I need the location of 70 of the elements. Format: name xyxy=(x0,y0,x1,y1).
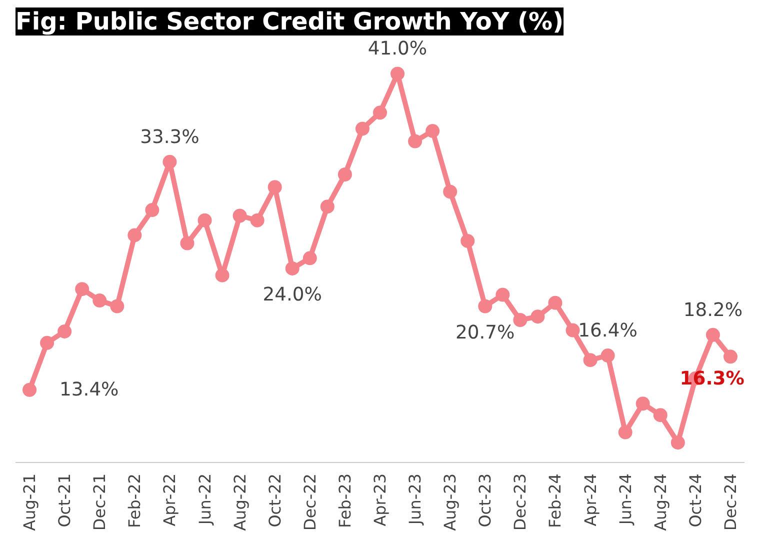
point xyxy=(600,348,615,362)
point xyxy=(40,336,54,350)
point xyxy=(478,299,492,314)
point xyxy=(250,213,264,228)
point xyxy=(22,382,37,397)
data-label: 16.4% xyxy=(578,320,638,342)
point xyxy=(530,310,545,324)
x-tick-label: Jun-24 xyxy=(616,473,635,526)
data-label: 24.0% xyxy=(262,284,322,306)
data-label: 20.7% xyxy=(456,322,515,344)
point xyxy=(706,328,720,342)
point xyxy=(653,408,668,422)
point xyxy=(496,288,510,302)
point xyxy=(180,236,194,250)
x-tick-label: Feb-23 xyxy=(335,473,354,528)
point xyxy=(618,425,632,440)
x-tick-label: Dec-24 xyxy=(720,474,740,531)
x-tick-label: Aug-24 xyxy=(650,474,670,531)
x-tick-label: Feb-22 xyxy=(125,473,144,528)
data-label: 16.3% xyxy=(680,368,745,390)
point xyxy=(58,324,72,338)
point xyxy=(338,168,352,182)
point xyxy=(285,261,300,276)
data-label: 41.0% xyxy=(368,38,428,60)
point xyxy=(128,228,142,242)
point xyxy=(426,124,440,138)
point xyxy=(408,134,422,148)
data-label: 13.4% xyxy=(60,379,119,400)
point xyxy=(162,154,177,169)
point xyxy=(92,294,107,308)
x-tick-label: Apr-23 xyxy=(370,473,390,526)
point xyxy=(75,282,90,296)
x-tick-label: Aug-22 xyxy=(230,474,250,531)
point xyxy=(723,350,738,364)
point xyxy=(460,234,475,248)
point xyxy=(513,313,528,327)
point xyxy=(636,396,650,411)
point xyxy=(302,251,317,266)
point xyxy=(373,106,387,120)
point xyxy=(232,208,247,223)
x-tick-label: Aug-23 xyxy=(440,474,460,531)
data-label: 33.3% xyxy=(140,126,200,148)
x-tick-label: Dec-23 xyxy=(510,474,530,531)
x-tick-label: Apr-24 xyxy=(580,473,600,526)
x-tick-label: Jun-22 xyxy=(195,473,214,526)
x-tick-label: Dec-21 xyxy=(90,474,110,531)
x-tick-label: Oct-22 xyxy=(265,474,284,528)
point xyxy=(110,299,124,314)
point xyxy=(355,122,370,136)
point xyxy=(670,436,685,450)
point xyxy=(268,180,282,194)
point xyxy=(390,66,405,81)
x-tick-label: Oct-24 xyxy=(686,474,705,528)
x-tick-label: Apr-22 xyxy=(160,473,180,526)
point xyxy=(583,353,598,368)
point xyxy=(198,213,212,228)
x-tick-label: Aug-21 xyxy=(20,474,40,531)
point xyxy=(566,323,580,338)
data-label: 18.2% xyxy=(683,300,743,321)
point xyxy=(145,203,160,218)
point xyxy=(215,268,230,282)
point xyxy=(548,296,562,310)
chart-title: Fig: Public Sector Credit Growth YoY (%) xyxy=(16,8,564,36)
x-tick-label: Dec-22 xyxy=(300,474,320,531)
x-tick-label: Oct-21 xyxy=(55,474,74,528)
point xyxy=(443,184,458,199)
point xyxy=(320,200,334,214)
x-tick-label: Feb-24 xyxy=(546,473,565,528)
x-tick-label: Oct-23 xyxy=(476,474,495,528)
x-tick-label: Jun-23 xyxy=(406,473,425,526)
